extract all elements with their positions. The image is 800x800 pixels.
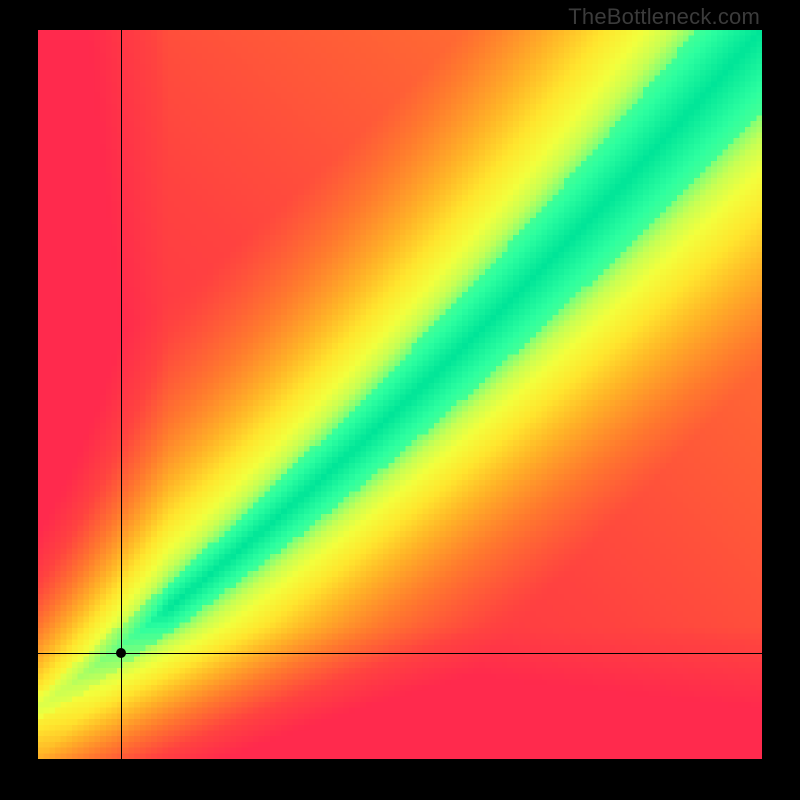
heatmap-plot-area xyxy=(38,30,762,759)
crosshair-marker xyxy=(116,648,126,658)
crosshair-horizontal xyxy=(38,653,762,654)
watermark-text: TheBottleneck.com xyxy=(568,4,760,30)
heatmap-canvas xyxy=(38,30,762,759)
